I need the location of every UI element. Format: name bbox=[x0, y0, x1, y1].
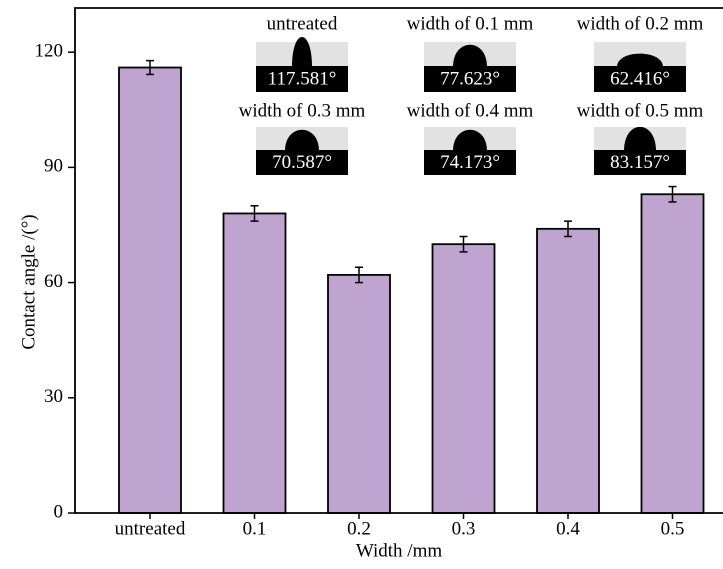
x-tick-label: 0.2 bbox=[347, 518, 371, 539]
droplet bbox=[292, 37, 312, 67]
bar bbox=[328, 275, 390, 513]
y-tick-label: 30 bbox=[44, 386, 63, 407]
inset-angle: 83.157° bbox=[610, 152, 670, 173]
inset: width of 0.5 mm 83.157° bbox=[577, 100, 704, 175]
x-axis-title: Width /mm bbox=[356, 540, 443, 561]
inset-label: width of 0.4 mm bbox=[407, 100, 534, 121]
inset: width of 0.4 mm 74.173° bbox=[407, 100, 534, 175]
bar bbox=[224, 213, 286, 513]
inset: width of 0.3 mm 70.587° bbox=[239, 100, 366, 175]
inset: untreated 117.581° bbox=[256, 13, 348, 92]
inset-label: width of 0.3 mm bbox=[239, 100, 366, 121]
x-tick-label: 0.3 bbox=[452, 518, 476, 539]
x-tick-label: untreated bbox=[115, 518, 186, 539]
bar bbox=[119, 68, 181, 513]
bar bbox=[433, 244, 495, 513]
x-tick-label: 0.1 bbox=[243, 518, 267, 539]
y-tick-label: 60 bbox=[44, 271, 63, 292]
inset-angle: 74.173° bbox=[440, 152, 500, 173]
y-tick-label: 0 bbox=[54, 501, 64, 522]
inset-angle: 70.587° bbox=[272, 152, 332, 173]
bar bbox=[537, 229, 599, 513]
x-tick-label: 0.4 bbox=[556, 518, 580, 539]
y-tick-label: 90 bbox=[44, 156, 63, 177]
inset: width of 0.2 mm 62.416° bbox=[577, 13, 704, 92]
inset-angle: 62.416° bbox=[610, 68, 670, 89]
inset: width of 0.1 mm 77.623° bbox=[407, 13, 534, 92]
inset-label: width of 0.5 mm bbox=[577, 100, 704, 121]
inset-angle: 77.623° bbox=[440, 68, 500, 89]
inset-label: untreated bbox=[267, 13, 338, 34]
inset-label: width of 0.2 mm bbox=[577, 13, 704, 34]
y-tick-label: 120 bbox=[35, 41, 64, 62]
bar bbox=[642, 194, 704, 513]
inset-label: width of 0.1 mm bbox=[407, 13, 534, 34]
inset-angle: 117.581° bbox=[268, 68, 337, 89]
x-tick-label: 0.5 bbox=[661, 518, 685, 539]
chart: Contact angle /(°) Width /mm 0 30 60 90 120 u… bbox=[0, 0, 723, 569]
y-axis-title: Contact angle /(°) bbox=[18, 214, 39, 349]
